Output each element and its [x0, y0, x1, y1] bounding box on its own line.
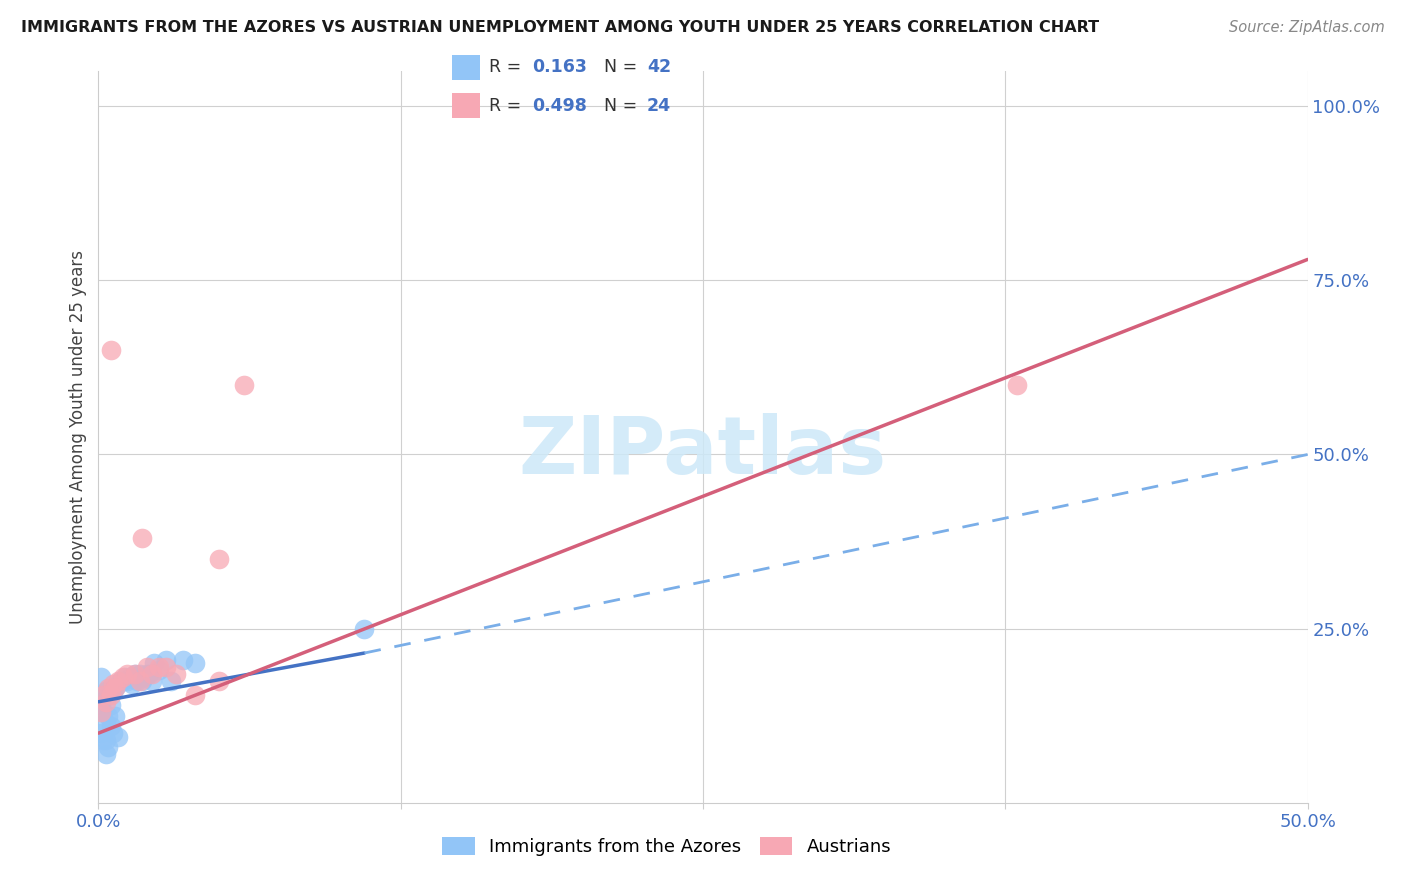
- Point: [232, 377, 254, 392]
- Point: [155, 653, 177, 667]
- Point: [143, 657, 166, 671]
- Point: [135, 667, 157, 681]
- Point: [131, 673, 153, 688]
- Point: [111, 673, 134, 688]
- Point: [101, 726, 124, 740]
- Point: [91, 733, 114, 747]
- Point: [94, 695, 117, 709]
- Point: [94, 715, 117, 730]
- Point: [97, 688, 120, 702]
- Point: [117, 667, 139, 681]
- Text: R =: R =: [489, 59, 527, 77]
- Point: [118, 670, 141, 684]
- Point: [138, 667, 160, 681]
- Point: [148, 664, 170, 678]
- Point: [100, 343, 122, 357]
- Point: [141, 673, 163, 688]
- Point: [172, 653, 194, 667]
- Point: [90, 726, 112, 740]
- Text: 0.163: 0.163: [533, 59, 588, 77]
- Point: [165, 667, 187, 681]
- Point: [124, 667, 146, 681]
- Y-axis label: Unemployment Among Youth under 25 years: Unemployment Among Youth under 25 years: [69, 250, 87, 624]
- Point: [121, 677, 143, 691]
- Point: [128, 673, 150, 688]
- Text: N =: N =: [603, 96, 643, 114]
- Point: [97, 708, 120, 723]
- Point: [94, 747, 117, 761]
- Point: [90, 670, 112, 684]
- Point: [148, 660, 170, 674]
- Text: 42: 42: [647, 59, 671, 77]
- Point: [114, 670, 136, 684]
- Bar: [453, 54, 479, 80]
- Bar: [453, 93, 479, 119]
- Point: [131, 531, 153, 545]
- Point: [104, 681, 127, 695]
- Point: [1007, 377, 1029, 392]
- Point: [91, 688, 114, 702]
- Point: [134, 670, 156, 684]
- Point: [155, 660, 177, 674]
- Text: ZIPatlas: ZIPatlas: [519, 413, 887, 491]
- Point: [127, 673, 149, 688]
- Point: [90, 705, 112, 719]
- Text: Source: ZipAtlas.com: Source: ZipAtlas.com: [1229, 20, 1385, 35]
- Point: [184, 688, 207, 702]
- Point: [97, 740, 120, 755]
- Point: [101, 684, 124, 698]
- Point: [108, 673, 131, 688]
- Point: [208, 552, 231, 566]
- Point: [100, 719, 122, 733]
- Point: [124, 667, 146, 681]
- Point: [94, 733, 117, 747]
- Text: N =: N =: [603, 59, 643, 77]
- Text: 24: 24: [647, 96, 671, 114]
- Text: R =: R =: [489, 96, 527, 114]
- Point: [94, 684, 117, 698]
- Point: [208, 673, 231, 688]
- Point: [107, 677, 129, 691]
- Legend: Immigrants from the Azores, Austrians: Immigrants from the Azores, Austrians: [434, 830, 898, 863]
- Point: [104, 708, 127, 723]
- Point: [107, 673, 129, 688]
- Point: [91, 705, 114, 719]
- Point: [117, 673, 139, 688]
- Point: [91, 688, 114, 702]
- Point: [160, 673, 183, 688]
- Point: [107, 730, 129, 744]
- Point: [135, 660, 157, 674]
- Point: [184, 657, 207, 671]
- Text: IMMIGRANTS FROM THE AZORES VS AUSTRIAN UNEMPLOYMENT AMONG YOUTH UNDER 25 YEARS C: IMMIGRANTS FROM THE AZORES VS AUSTRIAN U…: [21, 20, 1099, 35]
- Point: [353, 622, 375, 636]
- Point: [101, 677, 124, 691]
- Point: [100, 698, 122, 713]
- Point: [90, 698, 112, 713]
- Text: 0.498: 0.498: [533, 96, 588, 114]
- Point: [128, 667, 150, 681]
- Point: [104, 681, 127, 695]
- Point: [141, 667, 163, 681]
- Point: [111, 670, 134, 684]
- Point: [97, 681, 120, 695]
- Point: [100, 688, 122, 702]
